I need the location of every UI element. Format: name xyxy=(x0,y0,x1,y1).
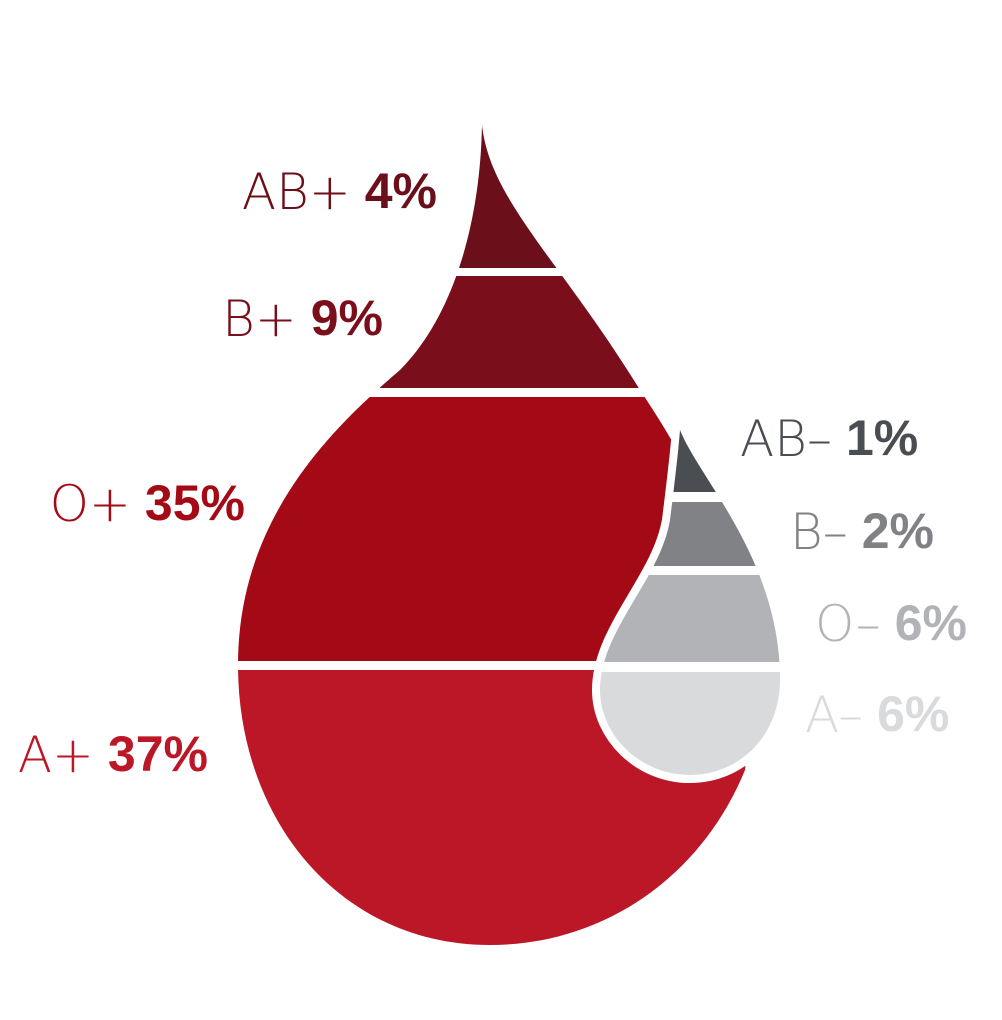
segment-label: AB+ 4% xyxy=(242,163,437,221)
drop-segment xyxy=(238,397,747,661)
value-label: 37% xyxy=(108,726,208,782)
segment-label: A+ 37% xyxy=(18,726,208,784)
segment-label: O– 6% xyxy=(815,595,967,653)
category-label: B+ xyxy=(222,290,297,348)
category-label: O– xyxy=(815,595,881,653)
drop-segment xyxy=(379,276,639,388)
drop-segment xyxy=(673,430,716,492)
segment-label: B+ 9% xyxy=(222,290,383,348)
segment-label: B– 2% xyxy=(790,503,934,561)
category-label: B– xyxy=(790,503,848,561)
drop-segment xyxy=(604,575,780,662)
drop-segment xyxy=(600,672,780,775)
drop-segment xyxy=(653,502,756,566)
category-label: A+ xyxy=(18,726,94,784)
segment-label: A– 6% xyxy=(805,686,949,744)
value-label: 6% xyxy=(895,595,967,651)
value-label: 2% xyxy=(862,503,934,559)
category-label: AB– xyxy=(740,410,832,468)
value-label: 9% xyxy=(311,290,383,346)
value-label: 4% xyxy=(365,163,437,219)
category-label: AB+ xyxy=(242,163,351,221)
value-label: 6% xyxy=(877,686,949,742)
category-label: O+ xyxy=(50,475,131,533)
category-label: A– xyxy=(805,686,863,744)
segment-label: AB– 1% xyxy=(740,410,918,468)
drop-segment xyxy=(458,125,557,268)
segment-label: O+ 35% xyxy=(50,475,245,533)
value-label: 1% xyxy=(846,410,918,466)
value-label: 35% xyxy=(145,475,245,531)
